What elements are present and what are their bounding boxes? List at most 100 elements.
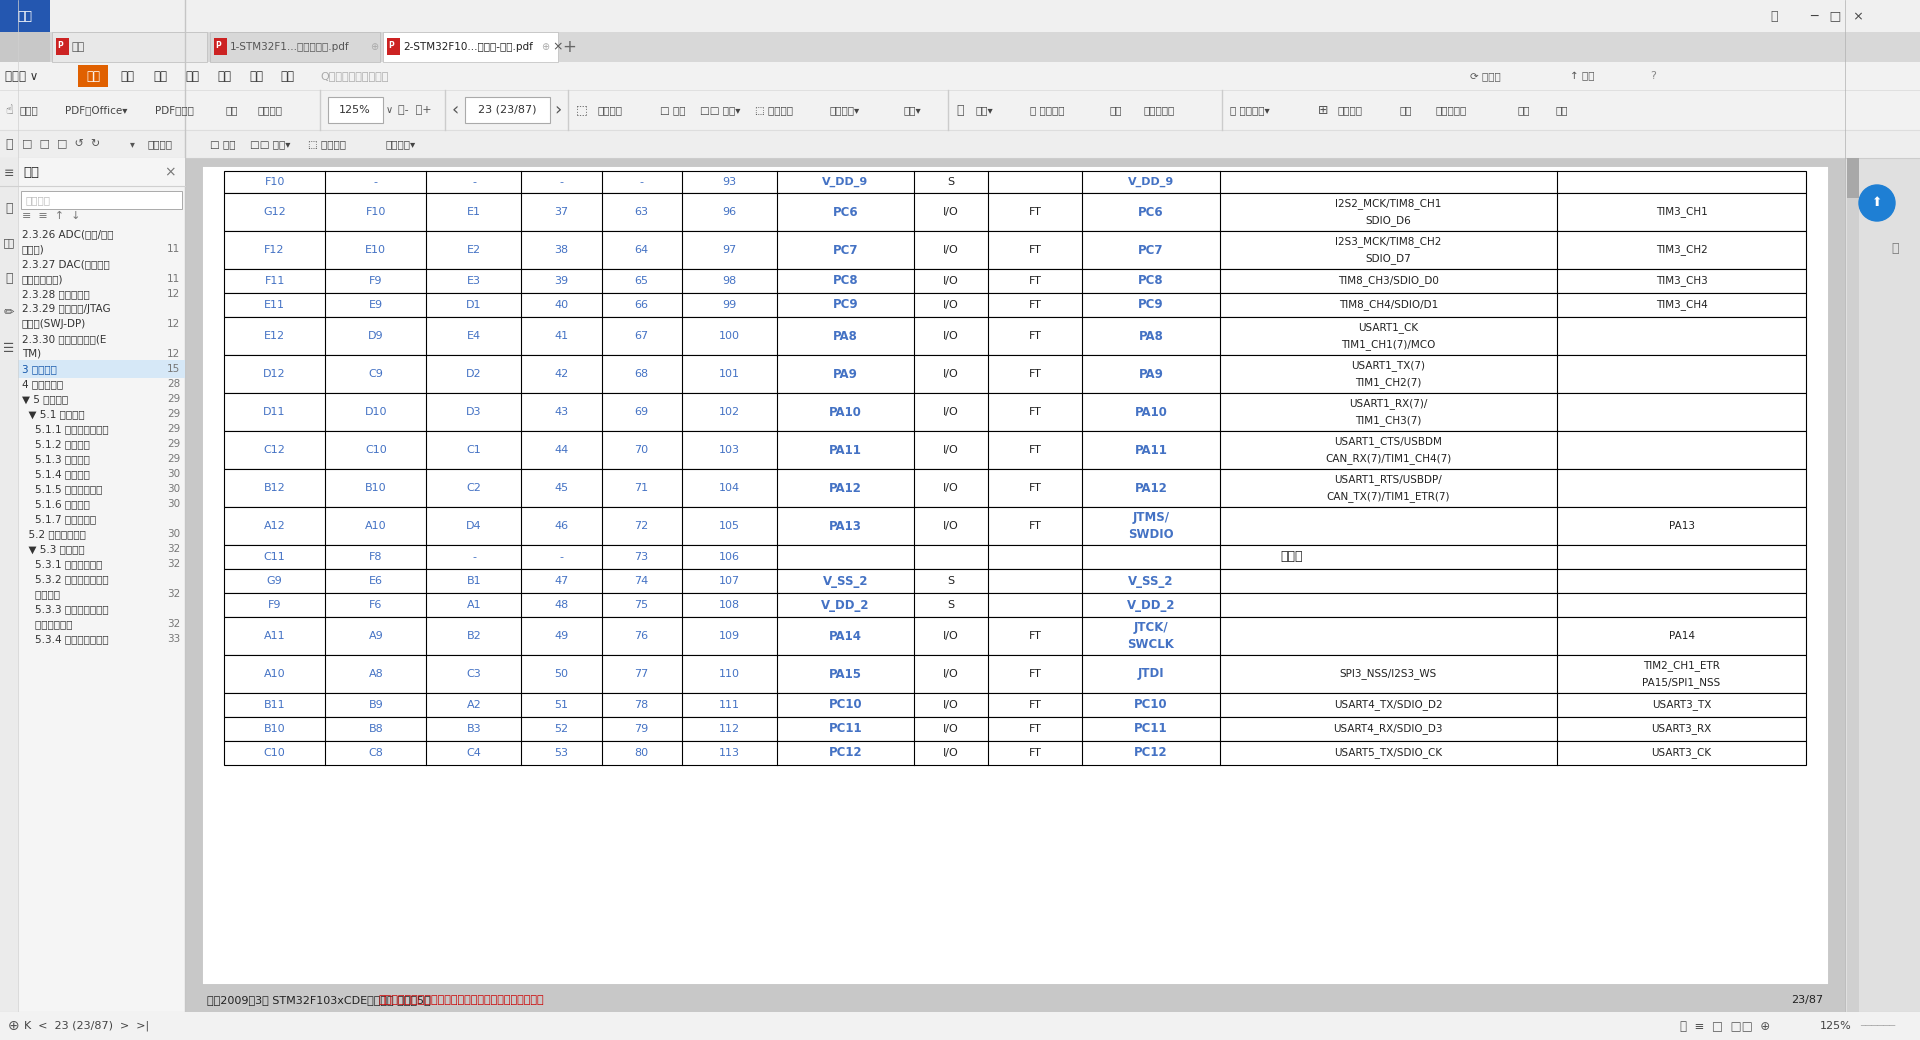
Text: 批注: 批注 (154, 70, 167, 82)
Text: 99: 99 (722, 300, 735, 310)
Text: SPI3_NSS/I2S3_WS: SPI3_NSS/I2S3_WS (1340, 669, 1436, 679)
Text: 70: 70 (636, 445, 649, 456)
Text: A12: A12 (263, 521, 286, 531)
Text: 5.3.2 上电和断电时的: 5.3.2 上电和断电时的 (21, 574, 109, 584)
Text: 5.1.6 供电方案: 5.1.6 供电方案 (21, 499, 90, 509)
Text: 小手型: 小手型 (19, 105, 38, 115)
Text: ▼ 5.3 工作条件: ▼ 5.3 工作条件 (21, 544, 84, 554)
Text: 5.3.1 通用工作条件: 5.3.1 通用工作条件 (21, 560, 102, 569)
Text: F10: F10 (365, 207, 386, 217)
Bar (225, 593, 1807, 617)
Text: PA11: PA11 (829, 443, 862, 457)
Text: 29: 29 (167, 454, 180, 464)
Bar (202, 166, 1828, 984)
Text: E6: E6 (369, 576, 382, 586)
Text: -: - (559, 552, 563, 562)
Text: 32: 32 (167, 544, 180, 554)
Bar (0, 130, 1920, 158)
Text: A2: A2 (467, 700, 482, 710)
Text: 压缩: 压缩 (1110, 105, 1123, 115)
Text: 1-STM32F1...文参考手册.pdf: 1-STM32F1...文参考手册.pdf (230, 42, 349, 52)
Text: ∨: ∨ (386, 105, 394, 115)
Text: S: S (947, 576, 954, 586)
Text: ⊕: ⊕ (541, 42, 549, 52)
Text: ──────: ────── (1860, 1021, 1895, 1031)
Text: ─   □   ×: ─ □ × (1811, 9, 1864, 23)
Text: E1: E1 (467, 207, 480, 217)
Text: FT: FT (1029, 700, 1041, 710)
Text: 98: 98 (722, 276, 735, 286)
Text: 压缩: 压缩 (1400, 105, 1413, 115)
Text: V_DD_2: V_DD_2 (1127, 598, 1175, 612)
Text: F8: F8 (369, 552, 382, 562)
Text: 67: 67 (636, 331, 649, 341)
Text: 转换: 转换 (280, 70, 294, 82)
Text: 30: 30 (167, 469, 180, 479)
Text: PC7: PC7 (1139, 243, 1164, 257)
Text: 🔍-  🔍+: 🔍- 🔍+ (397, 105, 432, 115)
Text: FT: FT (1029, 521, 1041, 531)
Bar (225, 717, 1807, 740)
Text: 3 引脚定义: 3 引脚定义 (21, 364, 58, 374)
Text: PA9: PA9 (833, 367, 858, 381)
Text: 110: 110 (718, 669, 739, 679)
Bar (0, 0, 1920, 32)
Text: 41: 41 (555, 331, 568, 341)
Text: 28: 28 (167, 379, 180, 389)
Text: PC6: PC6 (1139, 206, 1164, 218)
Text: I/O: I/O (943, 407, 958, 417)
Text: SDIO_D7: SDIO_D7 (1365, 253, 1411, 264)
Text: TM): TM) (21, 349, 40, 359)
Text: TIM3_CH2: TIM3_CH2 (1655, 244, 1707, 256)
Text: 5.1.3 典型曲线: 5.1.3 典型曲线 (21, 454, 90, 464)
Text: □□ 双页▾: □□ 双页▾ (701, 105, 741, 115)
Text: PA14: PA14 (829, 629, 862, 643)
Text: 12: 12 (167, 289, 180, 300)
Text: 三文件 ∨: 三文件 ∨ (6, 70, 38, 82)
Text: 首页: 首页 (17, 9, 33, 23)
Text: B11: B11 (263, 700, 286, 710)
Text: I/O: I/O (943, 276, 958, 286)
Text: ?: ? (1649, 71, 1655, 81)
Text: P: P (388, 42, 394, 51)
Text: 23/87: 23/87 (1791, 995, 1822, 1005)
Text: V_DD_9: V_DD_9 (1127, 177, 1175, 187)
Text: 74: 74 (634, 576, 649, 586)
Text: 开始: 开始 (86, 70, 100, 82)
Text: TIM1_CH1(7)/MCO: TIM1_CH1(7)/MCO (1342, 339, 1436, 349)
Text: D1: D1 (467, 300, 482, 310)
Text: 背景▾: 背景▾ (902, 105, 922, 115)
Text: 33: 33 (167, 634, 180, 644)
Text: 45: 45 (555, 483, 568, 493)
Text: PA9: PA9 (1139, 367, 1164, 381)
Text: 截图: 截图 (225, 105, 238, 115)
Text: TIM3_CH4: TIM3_CH4 (1655, 300, 1707, 311)
Text: V_SS_2: V_SS_2 (1129, 574, 1173, 588)
Text: 79: 79 (634, 724, 649, 734)
Bar (225, 393, 1807, 431)
Text: Q查找功能、文档内容: Q查找功能、文档内容 (321, 71, 388, 81)
Text: 76: 76 (636, 631, 649, 641)
Text: 51: 51 (555, 700, 568, 710)
Text: ⊞: ⊞ (1317, 104, 1329, 116)
Text: I/O: I/O (943, 245, 958, 255)
Bar (21, 191, 182, 209)
Text: 30: 30 (167, 484, 180, 494)
Text: PC12: PC12 (828, 747, 862, 759)
Text: JTDI: JTDI (1139, 668, 1164, 680)
Text: FT: FT (1029, 300, 1041, 310)
Text: 65: 65 (636, 276, 649, 286)
Text: 保护: 保护 (250, 70, 263, 82)
Text: 2.3.26 ADC(模拟/数字: 2.3.26 ADC(模拟/数字 (21, 229, 113, 239)
Bar (225, 193, 1807, 231)
Bar (79, 64, 108, 87)
Text: 73: 73 (636, 552, 649, 562)
Text: CAN_TX(7)/TIM1_ETR(7): CAN_TX(7)/TIM1_ETR(7) (1327, 491, 1450, 502)
Text: PC7: PC7 (833, 243, 858, 257)
Text: 旋转文档: 旋转文档 (597, 105, 622, 115)
Text: SWDIO: SWDIO (1129, 528, 1173, 541)
Text: 控制模块特性: 控制模块特性 (21, 619, 73, 629)
Bar (225, 317, 1807, 355)
Text: ×: × (553, 41, 563, 53)
Text: 截图和对比: 截图和对比 (1434, 105, 1467, 115)
